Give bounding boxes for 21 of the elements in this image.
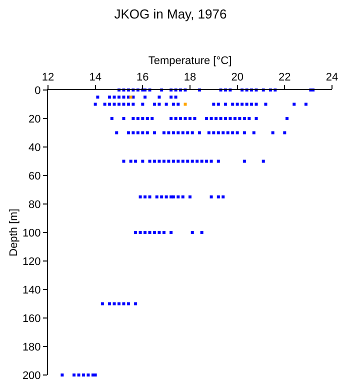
- y-tick-label: 120: [22, 256, 41, 268]
- y-tick-label: 140: [22, 284, 41, 296]
- y-tick-label: 40: [28, 142, 41, 154]
- y-tick-label: 200: [22, 370, 41, 382]
- y-tick-label: 80: [28, 198, 41, 211]
- y-tick-label: 0: [34, 84, 41, 97]
- y-tick-label: 60: [28, 170, 41, 182]
- y-tick-label: 20: [28, 113, 41, 126]
- y-tick-label: 100: [22, 227, 41, 240]
- y-axis-title: Depth [m]: [8, 208, 20, 256]
- y-tick-label: 180: [22, 341, 41, 354]
- y-tick-label: 160: [22, 312, 41, 325]
- x-tick-label: 12: [42, 72, 54, 84]
- x-tick-label: 22: [278, 72, 291, 84]
- x-tick-label: 16: [136, 72, 149, 84]
- chart-title: JKOG in May, 1976: [114, 6, 227, 22]
- x-tick-label: 20: [231, 72, 244, 84]
- x-tick-label: 18: [184, 72, 196, 84]
- x-tick-label: 14: [89, 72, 102, 84]
- x-axis-title: Temperature [°C]: [148, 55, 232, 68]
- x-tick-label: 24: [326, 72, 338, 84]
